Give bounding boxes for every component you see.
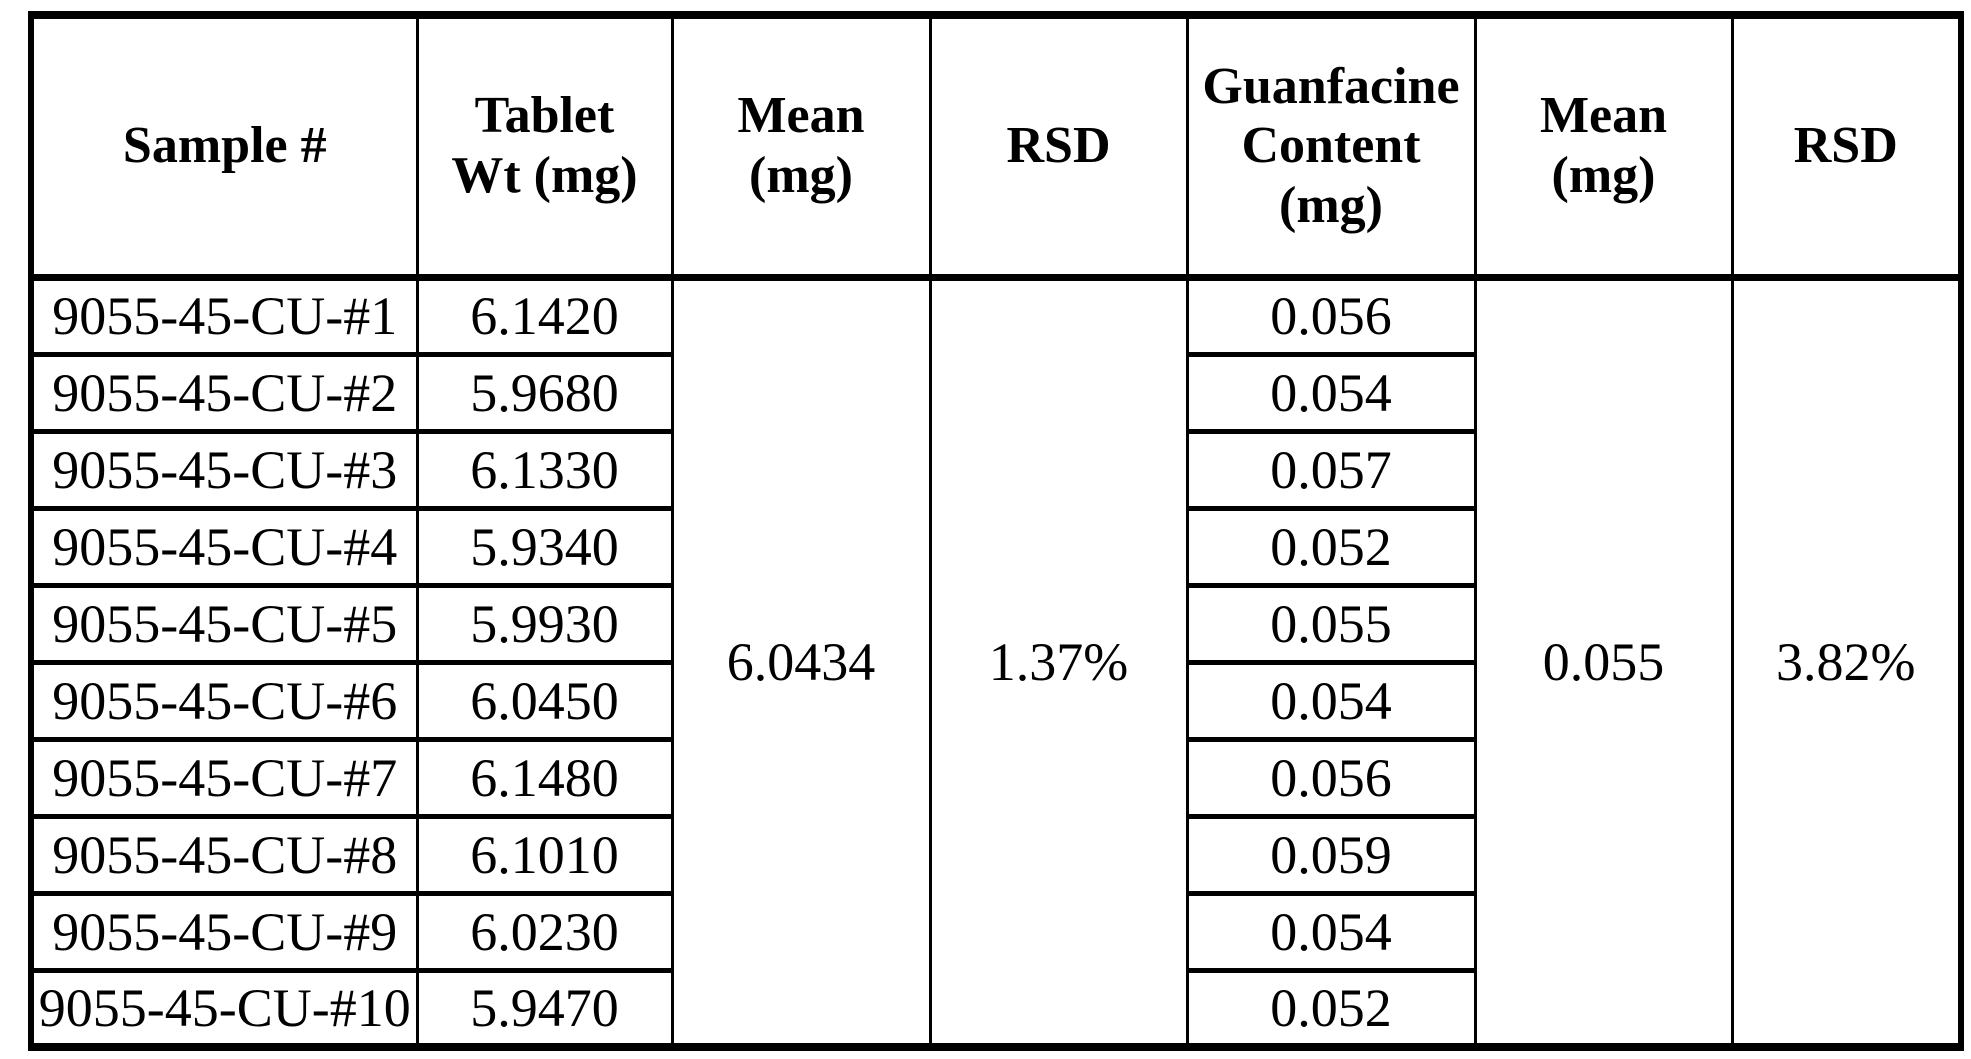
cell-guanfacine: 0.059 bbox=[1185, 813, 1477, 896]
cell-guanfacine: 0.054 bbox=[1185, 351, 1477, 434]
cell-tablet-wt: 6.0230 bbox=[415, 890, 674, 973]
table-row-1: 9055-45-CU-#1 6.1420 6.0434 1.37% 0.056 … bbox=[29, 274, 1963, 1050]
cell-sample: 9055-45-CU-#2 bbox=[29, 351, 419, 434]
merged-cell-guanfacine-mean: 0.055 bbox=[1473, 274, 1734, 1050]
header-cell-guanfacine-content: Guanfacine Content (mg) bbox=[1185, 13, 1477, 281]
cell-tablet-wt: 6.0450 bbox=[415, 659, 674, 742]
header-line: Wt (mg) bbox=[451, 147, 638, 205]
cell-tablet-wt: 5.9930 bbox=[415, 582, 674, 665]
header-line: (mg) bbox=[749, 147, 853, 205]
header-line: RSD bbox=[1793, 117, 1898, 175]
cell-guanfacine: 0.054 bbox=[1185, 890, 1477, 973]
cell-guanfacine: 0.052 bbox=[1185, 967, 1477, 1050]
cell-sample: 9055-45-CU-#4 bbox=[29, 505, 419, 588]
merged-cell-tablet-wt-mean: 6.0434 bbox=[670, 274, 932, 1050]
header-line: Mean bbox=[1539, 87, 1668, 145]
header-cell-tablet-mean: Mean (mg) bbox=[670, 13, 932, 281]
cell-guanfacine: 0.054 bbox=[1185, 659, 1477, 742]
cell-sample: 9055-45-CU-#9 bbox=[29, 890, 419, 973]
header-line: RSD bbox=[1006, 117, 1111, 175]
header-line: Content bbox=[1241, 117, 1421, 175]
header-line: (mg) bbox=[1551, 147, 1656, 205]
header-cell-sample: Sample # bbox=[29, 13, 419, 281]
table-row-9: 9055-45-CU-#9 6.0230 0.054 bbox=[29, 890, 1961, 973]
header-line: Mean bbox=[737, 87, 865, 145]
header-cell-tablet-rsd: RSD bbox=[928, 13, 1189, 281]
merged-cell-guanfacine-rsd: 3.82% bbox=[1730, 274, 1963, 1050]
header-line: Guanfacine bbox=[1202, 57, 1460, 115]
cell-sample: 9055-45-CU-#6 bbox=[29, 659, 419, 742]
cell-sample: 9055-45-CU-#8 bbox=[29, 813, 419, 896]
header-line: (mg) bbox=[1279, 177, 1383, 235]
table-row-6: 9055-45-CU-#6 6.0450 0.054 bbox=[29, 659, 1961, 742]
table-row-3: 9055-45-CU-#3 6.1330 0.057 bbox=[29, 428, 1961, 511]
cell-tablet-wt: 5.9680 bbox=[415, 351, 674, 434]
table-row-10: 9055-45-CU-#10 5.9470 0.052 bbox=[29, 967, 1961, 1050]
cell-tablet-wt: 6.1330 bbox=[415, 428, 674, 511]
cell-guanfacine: 0.056 bbox=[1185, 274, 1477, 357]
cell-sample: 9055-45-CU-#7 bbox=[29, 736, 419, 819]
cell-tablet-wt: 6.1480 bbox=[415, 736, 674, 819]
header-cell-guanfacine-mean: Mean (mg) bbox=[1473, 13, 1734, 281]
cell-tablet-wt: 5.9470 bbox=[415, 967, 674, 1050]
header-cell-tablet-wt: Tablet Wt (mg) bbox=[415, 13, 674, 281]
cell-guanfacine: 0.056 bbox=[1185, 736, 1477, 819]
header-line: Tablet bbox=[474, 87, 615, 145]
header-line: Sample # bbox=[122, 117, 327, 175]
header-cell-guanfacine-rsd: RSD bbox=[1730, 13, 1963, 281]
cell-tablet-wt: 6.1010 bbox=[415, 813, 674, 896]
table-row-5: 9055-45-CU-#5 5.9930 0.055 bbox=[29, 582, 1961, 665]
table-row-2: 9055-45-CU-#2 5.9680 0.054 bbox=[29, 351, 1961, 434]
cell-sample: 9055-45-CU-#1 bbox=[29, 274, 419, 357]
table-row-8: 9055-45-CU-#8 6.1010 0.059 bbox=[29, 813, 1961, 896]
table-row-7: 9055-45-CU-#7 6.1480 0.056 bbox=[29, 736, 1961, 819]
cell-sample: 9055-45-CU-#5 bbox=[29, 582, 419, 665]
cell-tablet-wt: 6.1420 bbox=[415, 274, 674, 357]
cell-sample: 9055-45-CU-#3 bbox=[29, 428, 419, 511]
cell-sample: 9055-45-CU-#10 bbox=[29, 967, 419, 1050]
content-uniformity-table: Sample # Tablet Wt (mg) Mean (mg) RSD Gu… bbox=[28, 11, 1964, 1051]
header-row: Sample # Tablet Wt (mg) Mean (mg) RSD Gu… bbox=[29, 13, 1963, 281]
cell-guanfacine: 0.055 bbox=[1185, 582, 1477, 665]
cell-guanfacine: 0.052 bbox=[1185, 505, 1477, 588]
table-row-4: 9055-45-CU-#4 5.9340 0.052 bbox=[29, 505, 1961, 588]
cell-tablet-wt: 5.9340 bbox=[415, 505, 674, 588]
cell-guanfacine: 0.057 bbox=[1185, 428, 1477, 511]
merged-cell-tablet-wt-rsd: 1.37% bbox=[928, 274, 1189, 1050]
